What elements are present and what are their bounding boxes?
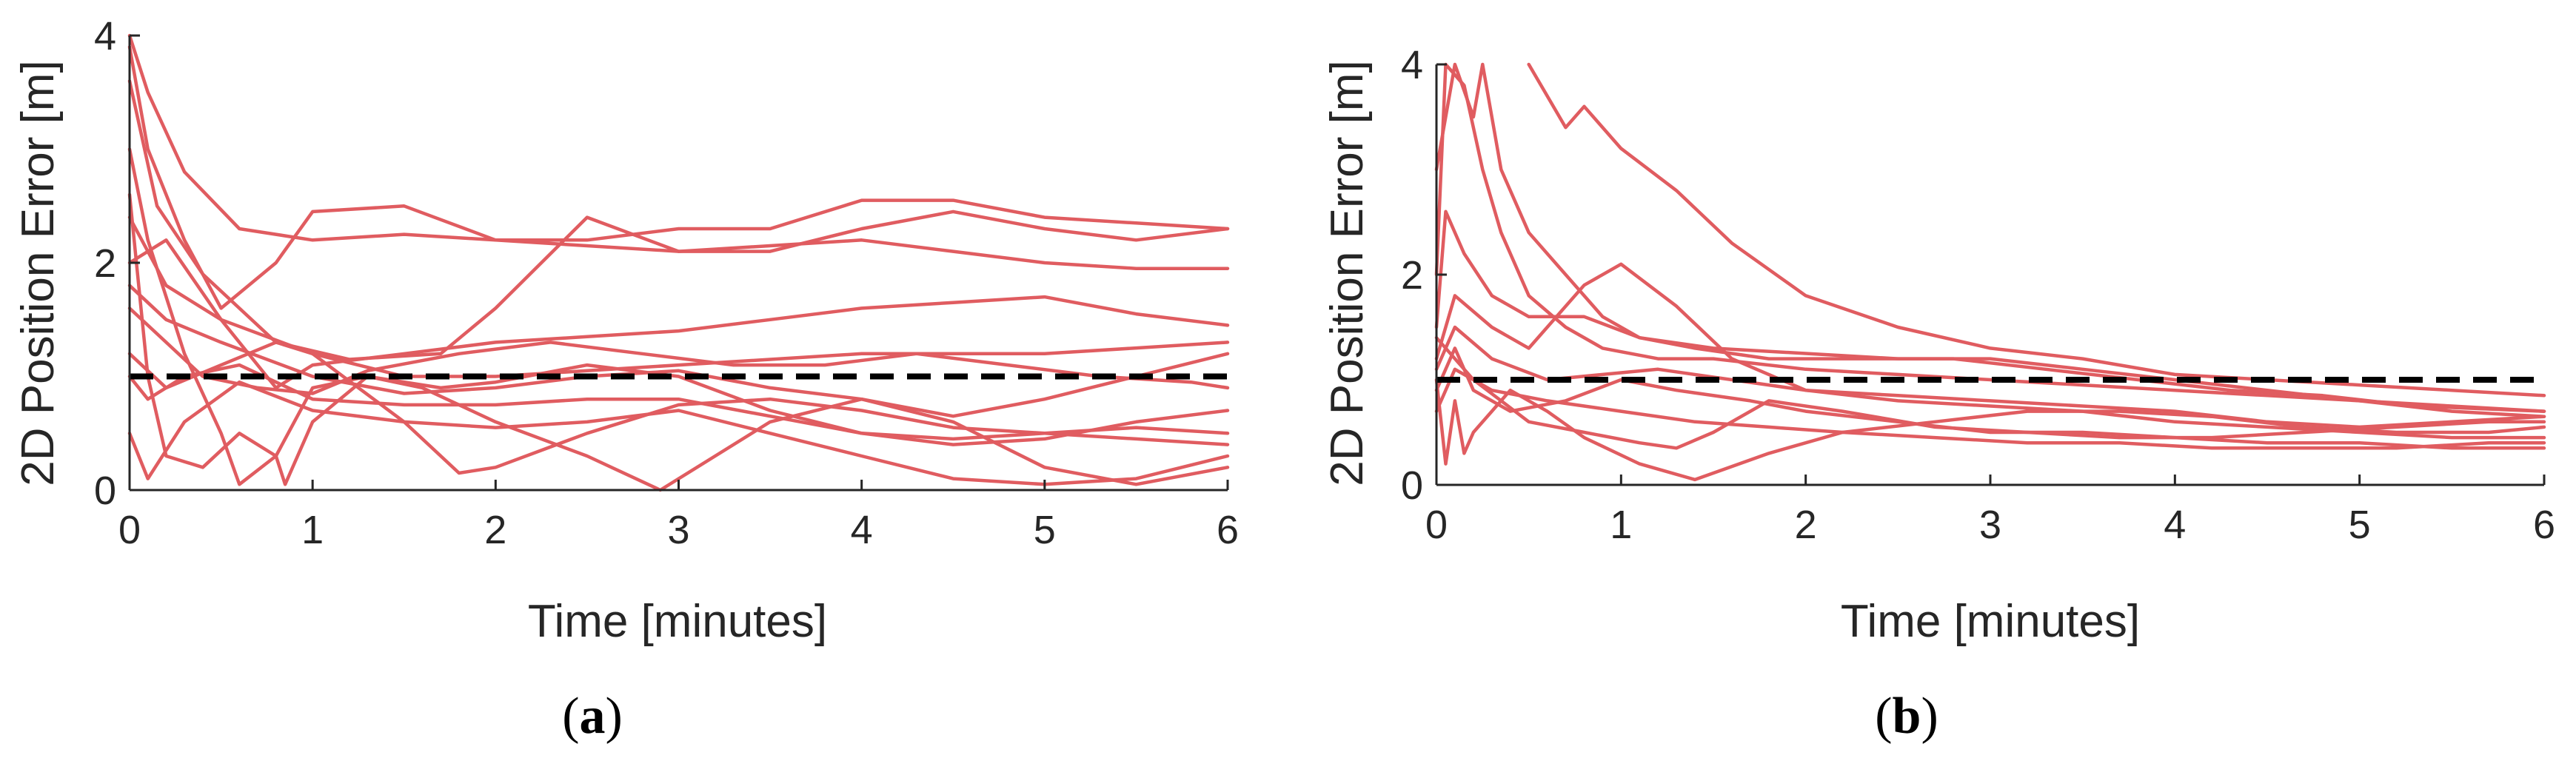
x-tick-label-4: 4: [2164, 503, 2186, 547]
series-line-9: [1434, 335, 2546, 450]
series-line-3: [127, 79, 1230, 361]
series-line-4: [1434, 209, 2546, 418]
series-line-3: [1434, 62, 2546, 413]
chart-panel-b: 0 1 2 3 4 5 6 0 2 4 Time [minutes] 2D Position Er…: [1322, 43, 2555, 745]
x-tick-label-6: 6: [2533, 503, 2555, 547]
y-axis-title: 2D Position Error [m]: [13, 60, 64, 486]
series-line-6: [127, 306, 1230, 395]
series-line-2: [1434, 62, 2546, 413]
x-tick-label-2: 2: [484, 508, 506, 552]
series-line-11: [127, 363, 1230, 446]
series-line-5: [127, 341, 1230, 390]
axes-layer: 0 1 2 3 4 5 6 0 2 4: [94, 14, 1239, 552]
panel-label: (b): [1875, 688, 1938, 745]
x-tick-label-1: 1: [1610, 503, 1632, 547]
series-line-10: [127, 380, 1230, 486]
panel-label-close-paren: ): [606, 688, 623, 745]
y-tick-label-4: 4: [94, 14, 116, 58]
x-tick-label-3: 3: [1979, 503, 2001, 547]
x-tick-label-0: 0: [1425, 503, 1448, 547]
panel-label-open-paren: (: [1875, 688, 1892, 745]
series-line-9: [127, 215, 1230, 475]
x-tick-label-5: 5: [2349, 503, 2371, 547]
y-tick-label-2: 2: [1401, 253, 1423, 298]
panel-letter: b: [1893, 688, 1921, 745]
y-tick-label-0: 0: [1401, 463, 1423, 508]
y-tick-label-4: 4: [1401, 43, 1423, 87]
x-axis-title: Time [minutes]: [1841, 596, 2140, 647]
y-axis-title: 2D Position Error [m]: [1322, 60, 1373, 486]
series-line-8: [1434, 367, 2546, 450]
series-line-10: [1434, 325, 2546, 429]
x-tick-label-5: 5: [1034, 508, 1056, 552]
series-layer: [1434, 62, 2546, 482]
y-tick-label-2: 2: [94, 241, 116, 286]
series-line-7: [127, 147, 1230, 486]
series-line-1: [1527, 62, 2546, 398]
x-axis-title: Time [minutes]: [528, 596, 827, 647]
series-line-7: [1434, 378, 2546, 482]
series-line-1: [127, 33, 1230, 242]
x-tick-label-0: 0: [118, 508, 141, 552]
x-tick-label-2: 2: [1795, 503, 1817, 547]
panel-label-open-paren: (: [562, 688, 579, 745]
x-tick-label-3: 3: [667, 508, 689, 552]
panel-label-close-paren: ): [1921, 688, 1938, 745]
series-layer: [127, 33, 1230, 492]
panel-letter: a: [580, 688, 606, 745]
panel-label: (a): [562, 688, 623, 745]
x-tick-label-1: 1: [301, 508, 324, 552]
axes-layer: 0 1 2 3 4 5 6 0 2 4: [1401, 43, 2555, 547]
series-line-4: [127, 238, 1230, 390]
x-tick-label-6: 6: [1217, 508, 1239, 552]
y-tick-label-0: 0: [94, 469, 116, 513]
x-tick-label-4: 4: [851, 508, 873, 552]
chart-panel-a: 0 1 2 3 4 5 6 0 2 4 Time [minutes] 2D Position Er…: [13, 14, 1239, 745]
